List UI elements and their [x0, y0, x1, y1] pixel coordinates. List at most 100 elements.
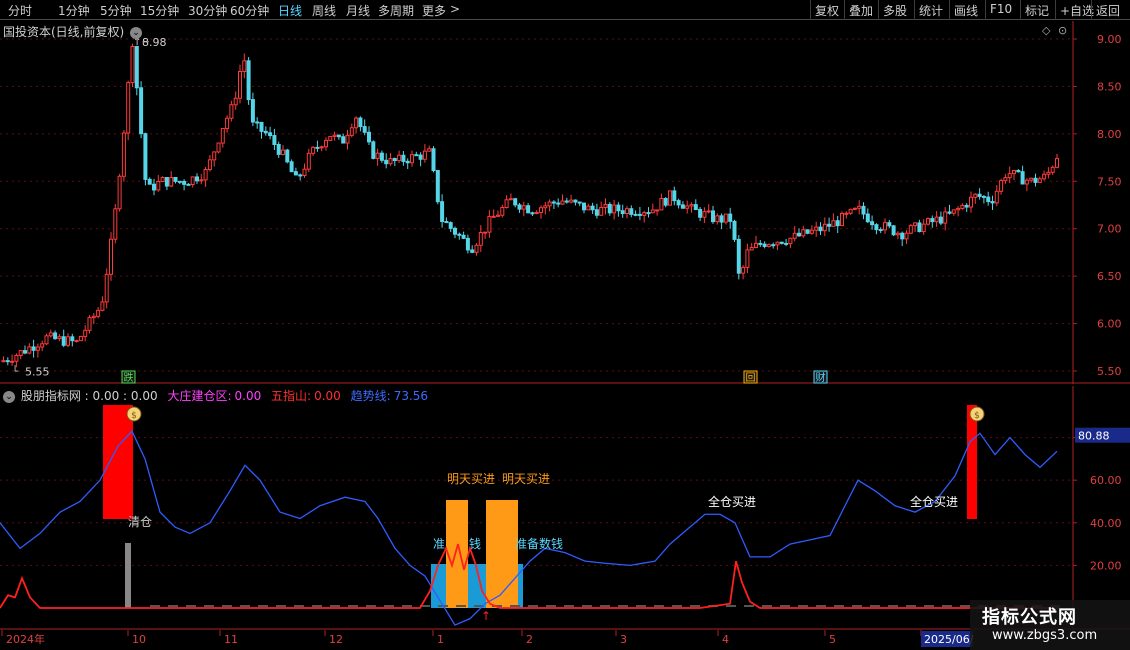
time-label: 2024年: [6, 632, 45, 646]
candle-up-body: [973, 193, 978, 198]
toolbar-action-1[interactable]: 叠加: [849, 4, 874, 18]
candle: [336, 134, 341, 140]
toolbar-divider: [1020, 0, 1021, 20]
price-tick-label: 7.50: [1097, 175, 1122, 188]
toolbar-action-2[interactable]: 多股: [883, 4, 908, 18]
period-tab-4[interactable]: 30分钟: [188, 4, 228, 18]
candle-up-body: [397, 154, 402, 162]
candle: [792, 226, 797, 242]
indicator-chart[interactable]: 80.0060.0040.0020.0080.88清仓明天买进明天买进全仓买进全…: [0, 386, 1130, 630]
candle: [268, 126, 273, 140]
candle-down-body: [1033, 177, 1038, 183]
chevron-down-icon[interactable]: ⌄: [3, 390, 15, 403]
candle-up-body: [612, 204, 617, 214]
candle: [109, 232, 113, 281]
candle-up-body: [306, 152, 311, 170]
candle: [10, 354, 15, 366]
candle: [852, 207, 857, 211]
toolbar-action-0[interactable]: 复权: [815, 4, 840, 18]
candle-up-body: [788, 237, 793, 245]
toolbar-action-8[interactable]: 返回: [1096, 4, 1121, 18]
candle: [934, 211, 939, 227]
candle: [431, 146, 436, 173]
baseline-tick: [204, 605, 214, 607]
stock-title: 国投资本(日线,前复权): [3, 25, 125, 39]
period-tab-1[interactable]: 1分钟: [58, 4, 90, 18]
candle: [711, 205, 715, 224]
period-tab-3[interactable]: 15分钟: [140, 4, 180, 18]
candle-down-body: [870, 221, 875, 226]
period-tab-5[interactable]: 60分钟: [230, 4, 270, 18]
candle: [1037, 176, 1042, 183]
candle-up-body: [109, 238, 113, 275]
period-tab-10[interactable]: 更多: [422, 4, 447, 18]
toolbar-action-6[interactable]: 标记: [1025, 4, 1050, 18]
period-tab-9[interactable]: 多周期: [378, 4, 415, 18]
event-marker-0[interactable]: 跌: [121, 370, 136, 384]
event-marker-1[interactable]: 回: [743, 370, 758, 384]
candle: [814, 221, 819, 237]
period-tab-7[interactable]: 周线: [312, 4, 337, 18]
candle: [895, 231, 900, 240]
candle-up-body: [754, 242, 758, 248]
marker-box: [743, 370, 758, 384]
candle-up-body: [822, 223, 827, 232]
candle-up-body: [521, 205, 526, 210]
baseline-tick: [834, 605, 844, 607]
candle-down-body: [917, 222, 922, 233]
candle: [573, 199, 578, 206]
chevron-right-icon[interactable]: >: [450, 2, 461, 16]
candle: [465, 234, 470, 254]
candle: [78, 335, 83, 342]
price-panel-title: 国投资本(日线,前复权) ⌄: [3, 23, 143, 40]
period-toolbar: 分时 1分钟 5分钟 15分钟 30分钟 60分钟 日线 周线 月线 多周期 更多 > 复权 叠加 多股 统计…: [0, 0, 1130, 20]
baseline-tick: [402, 605, 412, 607]
candle-up-body: [569, 199, 574, 203]
period-tab-8[interactable]: 月线: [346, 4, 371, 18]
toolbar-action-5[interactable]: F10: [990, 2, 1013, 16]
candle-down-body: [556, 202, 561, 205]
candle: [504, 195, 509, 209]
field-value-five-finger: 0.00: [314, 389, 341, 403]
toolbar-action-3[interactable]: 统计: [919, 4, 944, 18]
toolbar-divider: [810, 0, 811, 20]
candle: [827, 217, 832, 232]
candle-down-body: [693, 204, 698, 210]
candle-up-body: [857, 205, 862, 209]
indicator-title: ⌄ 股朋指标网 : 0.00 : 0.00 大庄建仓区: 0.00 五指山: 0.0…: [3, 387, 428, 404]
candlestick-chart[interactable]: ◇ ⊙ 9.00 8.50 8.00 7.50 7.00 6.50 6.00 5.50 ↑~8.98…: [0, 21, 1130, 384]
baseline-tick: [294, 605, 304, 607]
candle-down-body: [414, 154, 419, 157]
candle-up-body: [934, 216, 939, 223]
candle-up-body: [1050, 166, 1055, 173]
candle: [444, 217, 449, 224]
candle: [745, 243, 750, 274]
period-tab-2[interactable]: 5分钟: [100, 4, 132, 18]
toolbar-action-4[interactable]: 画线: [954, 4, 979, 18]
candle: [603, 198, 608, 215]
candle: [311, 146, 316, 156]
period-tab-0[interactable]: 分时: [8, 4, 33, 18]
period-tab-6[interactable]: 日线: [278, 4, 303, 18]
candle: [960, 203, 965, 210]
price-chart-panel[interactable]: 国投资本(日线,前复权) ⌄ ◇ ⊙ 9.00 8.50 8.00 7.50 7.00 6.5…: [0, 21, 1130, 384]
baseline-tick: [312, 605, 322, 607]
candle: [229, 100, 234, 122]
candle: [169, 171, 174, 188]
candle: [758, 240, 763, 247]
annotation-buy-tomorrow-1: 明天买进: [447, 472, 495, 486]
event-marker-2[interactable]: 财: [813, 370, 828, 384]
baseline-tick: [528, 605, 538, 607]
candle: [164, 177, 169, 191]
candle: [913, 222, 918, 232]
baseline-tick: [564, 605, 574, 607]
candle: [250, 92, 255, 127]
baseline-tick: [366, 605, 376, 607]
candle-up-body: [895, 232, 900, 236]
chevron-down-icon[interactable]: ⌄: [130, 26, 143, 39]
candle-down-body: [672, 190, 677, 202]
indicator-panel[interactable]: ⌄ 股朋指标网 : 0.00 : 0.00 大庄建仓区: 0.00 五指山: 0.0…: [0, 386, 1130, 630]
candle-down-body: [31, 346, 36, 351]
toolbar-action-7[interactable]: +自选: [1060, 4, 1095, 18]
candle-up-body: [999, 180, 1004, 192]
